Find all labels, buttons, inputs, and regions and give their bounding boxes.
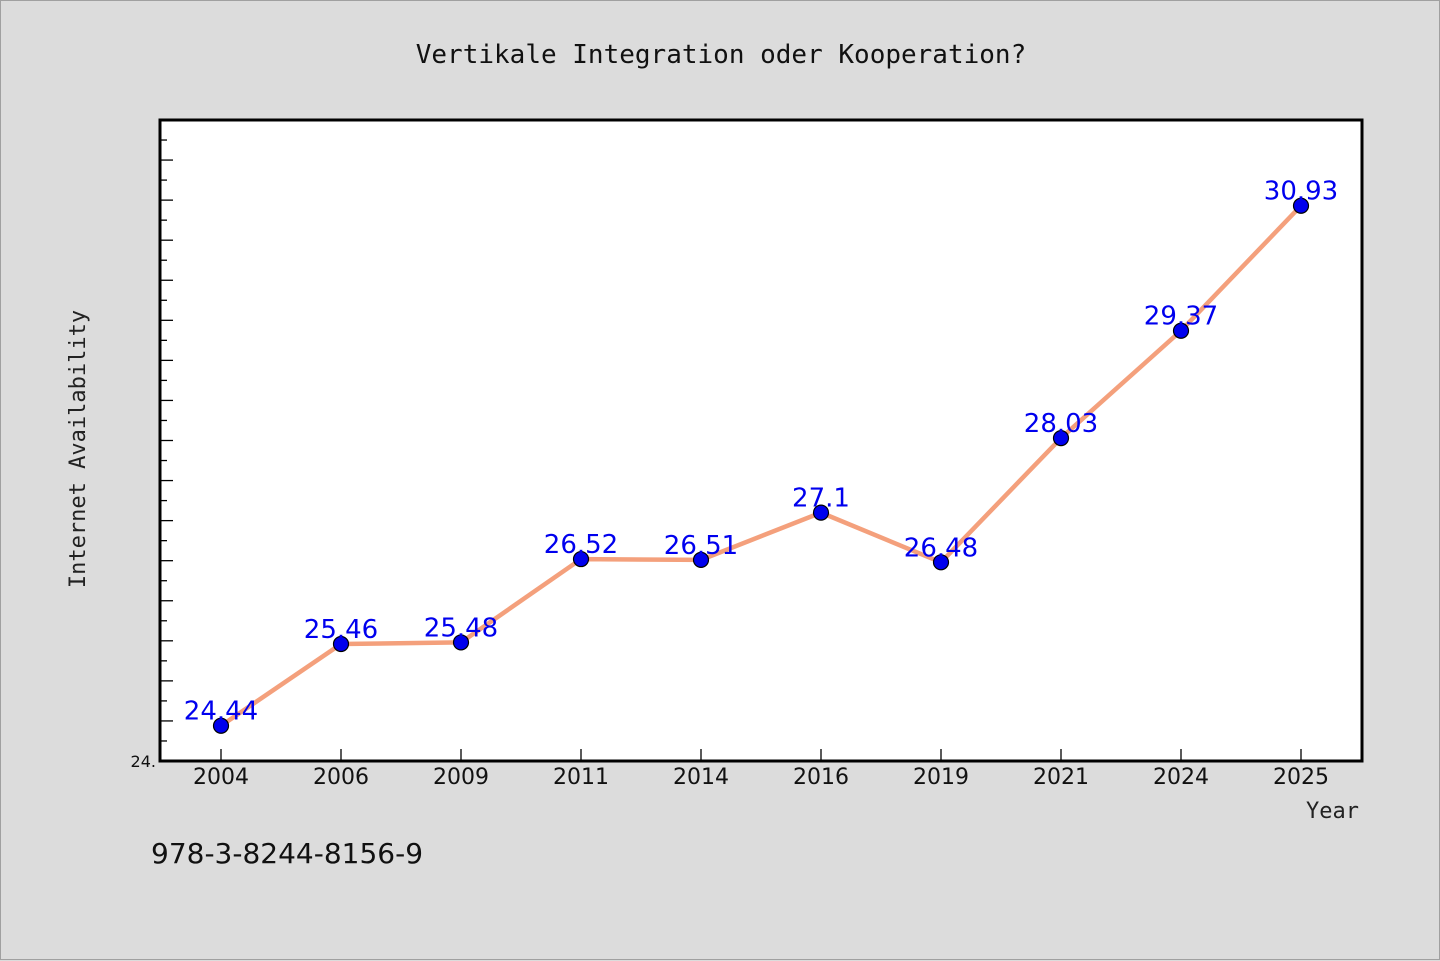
y-tick-label: 24.: [131, 752, 156, 771]
x-tick-label: 2019: [913, 765, 969, 790]
x-tick-label: 2014: [673, 765, 729, 790]
series-line: [218, 203, 1304, 728]
x-tick-label: 2006: [313, 765, 369, 790]
data-point: [212, 717, 230, 734]
x-tick-label: 2016: [793, 765, 849, 790]
data-label: 24.44: [184, 697, 258, 727]
x-tick-label: 2011: [553, 765, 609, 790]
data-label: 29.37: [1144, 302, 1218, 332]
x-tick-label: 2025: [1273, 765, 1329, 790]
series-markers: [212, 197, 1310, 734]
x-tick-label: 2021: [1033, 765, 1089, 790]
x-axis-label: Year: [1306, 799, 1359, 824]
data-labels: 24.44 25.46 25.48 26.52 26.51 27.1 26.48 28.03 2…: [184, 177, 1338, 727]
data-label: 30.93: [1264, 177, 1338, 207]
data-point: [452, 634, 470, 651]
data-label: 26.48: [904, 533, 978, 563]
data-point: [1172, 322, 1190, 339]
data-point: [572, 550, 590, 568]
y-axis-label: Internet Availability: [66, 310, 91, 588]
chart-title: Vertikale Integration oder Kooperation?: [416, 40, 1026, 70]
x-tick-label: 2009: [433, 765, 489, 790]
data-point: [812, 504, 830, 521]
data-label: 26.52: [544, 530, 618, 560]
x-axis-tick-labels: 2004 2006 2009 2011 2014 2016 2019 2021 2024 2025: [193, 765, 1329, 790]
data-point: [1292, 197, 1310, 214]
data-label: 25.46: [304, 615, 378, 645]
data-label: 25.48: [424, 613, 498, 643]
data-point: [1052, 429, 1070, 447]
x-axis-ticks: [220, 749, 1302, 761]
data-label: 27.1: [792, 484, 850, 514]
plot-area: [158, 118, 1364, 763]
y-axis-tick-labels: 24.: [131, 752, 156, 771]
data-point: [692, 551, 710, 568]
data-label: 28.03: [1024, 409, 1098, 439]
x-tick-label: 2024: [1153, 765, 1209, 790]
data-label: 26.51: [664, 531, 738, 561]
x-tick-label: 2004: [193, 765, 249, 790]
series-lines: [218, 203, 1304, 728]
data-point: [932, 554, 950, 571]
isbn-footer: 978-3-8244-8156-9: [151, 837, 423, 870]
data-point: [332, 635, 350, 653]
y-axis-ticks: [160, 139, 173, 742]
